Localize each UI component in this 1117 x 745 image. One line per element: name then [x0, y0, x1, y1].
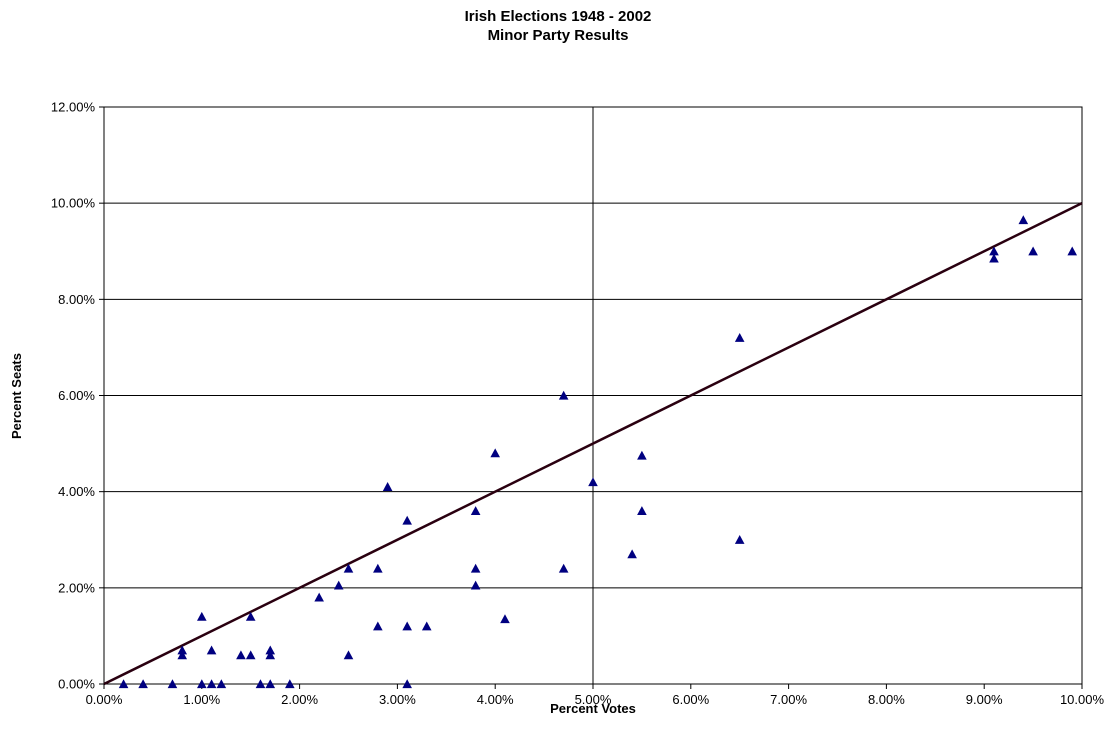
data-point	[373, 563, 383, 573]
data-point	[470, 563, 481, 573]
x-tick-label: 2.00%	[281, 692, 318, 707]
data-point	[177, 645, 188, 655]
data-point	[216, 679, 227, 689]
data-point	[373, 621, 383, 631]
data-point	[588, 477, 598, 487]
data-point	[177, 650, 188, 660]
reference-lines	[103, 107, 1083, 686]
x-tick-label: 1.00%	[183, 692, 220, 707]
data-point	[1067, 246, 1078, 256]
x-tick-label: 4.00%	[477, 692, 514, 707]
data-point	[558, 390, 569, 400]
data-point	[627, 549, 637, 559]
data-point	[285, 679, 295, 689]
data-point	[402, 515, 412, 525]
data-point	[734, 333, 745, 342]
x-tick-label: 5.00%	[575, 692, 612, 707]
x-tick-label: 10.00%	[1060, 692, 1105, 707]
y-tick-label: 6.00%	[58, 388, 95, 403]
y-tick-label: 2.00%	[58, 580, 95, 595]
data-point	[382, 482, 393, 491]
data-point	[470, 580, 481, 590]
data-point	[167, 679, 178, 689]
diagonal-reference-line	[103, 202, 1083, 686]
data-point	[265, 650, 276, 660]
data-point	[402, 621, 412, 631]
data-point	[402, 679, 412, 689]
data-point	[558, 563, 569, 573]
y-axis-title: Percent Seats	[9, 353, 24, 439]
x-axis-title: Percent Votes	[550, 701, 636, 716]
data-point	[734, 534, 745, 544]
data-point	[206, 679, 217, 689]
data-point	[206, 645, 217, 655]
data-point	[265, 679, 276, 689]
data-points	[118, 215, 1078, 689]
data-point	[500, 614, 510, 624]
data-point	[118, 679, 129, 689]
data-point	[236, 650, 246, 660]
data-point	[245, 650, 256, 660]
x-tick-label: 0.00%	[86, 692, 123, 707]
chart-title: Irish Elections 1948 - 2002	[465, 8, 652, 25]
x-tick-label: 9.00%	[966, 692, 1003, 707]
data-point	[637, 450, 647, 460]
data-point	[265, 645, 276, 655]
y-tick-label: 10.00%	[51, 196, 96, 211]
data-point	[314, 592, 324, 602]
data-point	[245, 611, 256, 621]
data-point	[490, 448, 500, 458]
y-tick-label: 12.00%	[51, 100, 96, 115]
data-point	[421, 621, 432, 631]
x-tick-label: 8.00%	[868, 692, 905, 707]
data-point	[343, 563, 354, 573]
data-point	[197, 679, 207, 689]
y-tick-label: 8.00%	[58, 292, 95, 307]
x-axis-ticks: 0.00% 1.00% 2.00% 3.00% 4.00% 5.00% 6.00% 7.00%…	[86, 684, 1105, 707]
chart-subtitle: Minor Party Results	[488, 27, 629, 44]
data-point	[343, 650, 354, 660]
y-tick-label: 4.00%	[58, 484, 95, 499]
data-point	[1028, 246, 1038, 256]
data-point	[255, 679, 266, 689]
x-tick-label: 7.00%	[770, 692, 807, 707]
data-point	[333, 580, 344, 590]
data-point	[989, 253, 999, 263]
data-point	[470, 506, 481, 515]
x-tick-label: 3.00%	[379, 692, 416, 707]
data-point	[1018, 215, 1029, 225]
data-point	[989, 246, 999, 256]
data-point	[138, 679, 148, 689]
data-point	[637, 506, 647, 515]
data-point	[197, 611, 207, 621]
y-tick-label: 0.00%	[58, 677, 95, 692]
x-tick-label: 6.00%	[672, 692, 709, 707]
y-axis-ticks: 0.00% 2.00% 4.00% 6.00% 8.00% 10.00% 12.00%	[51, 100, 104, 692]
